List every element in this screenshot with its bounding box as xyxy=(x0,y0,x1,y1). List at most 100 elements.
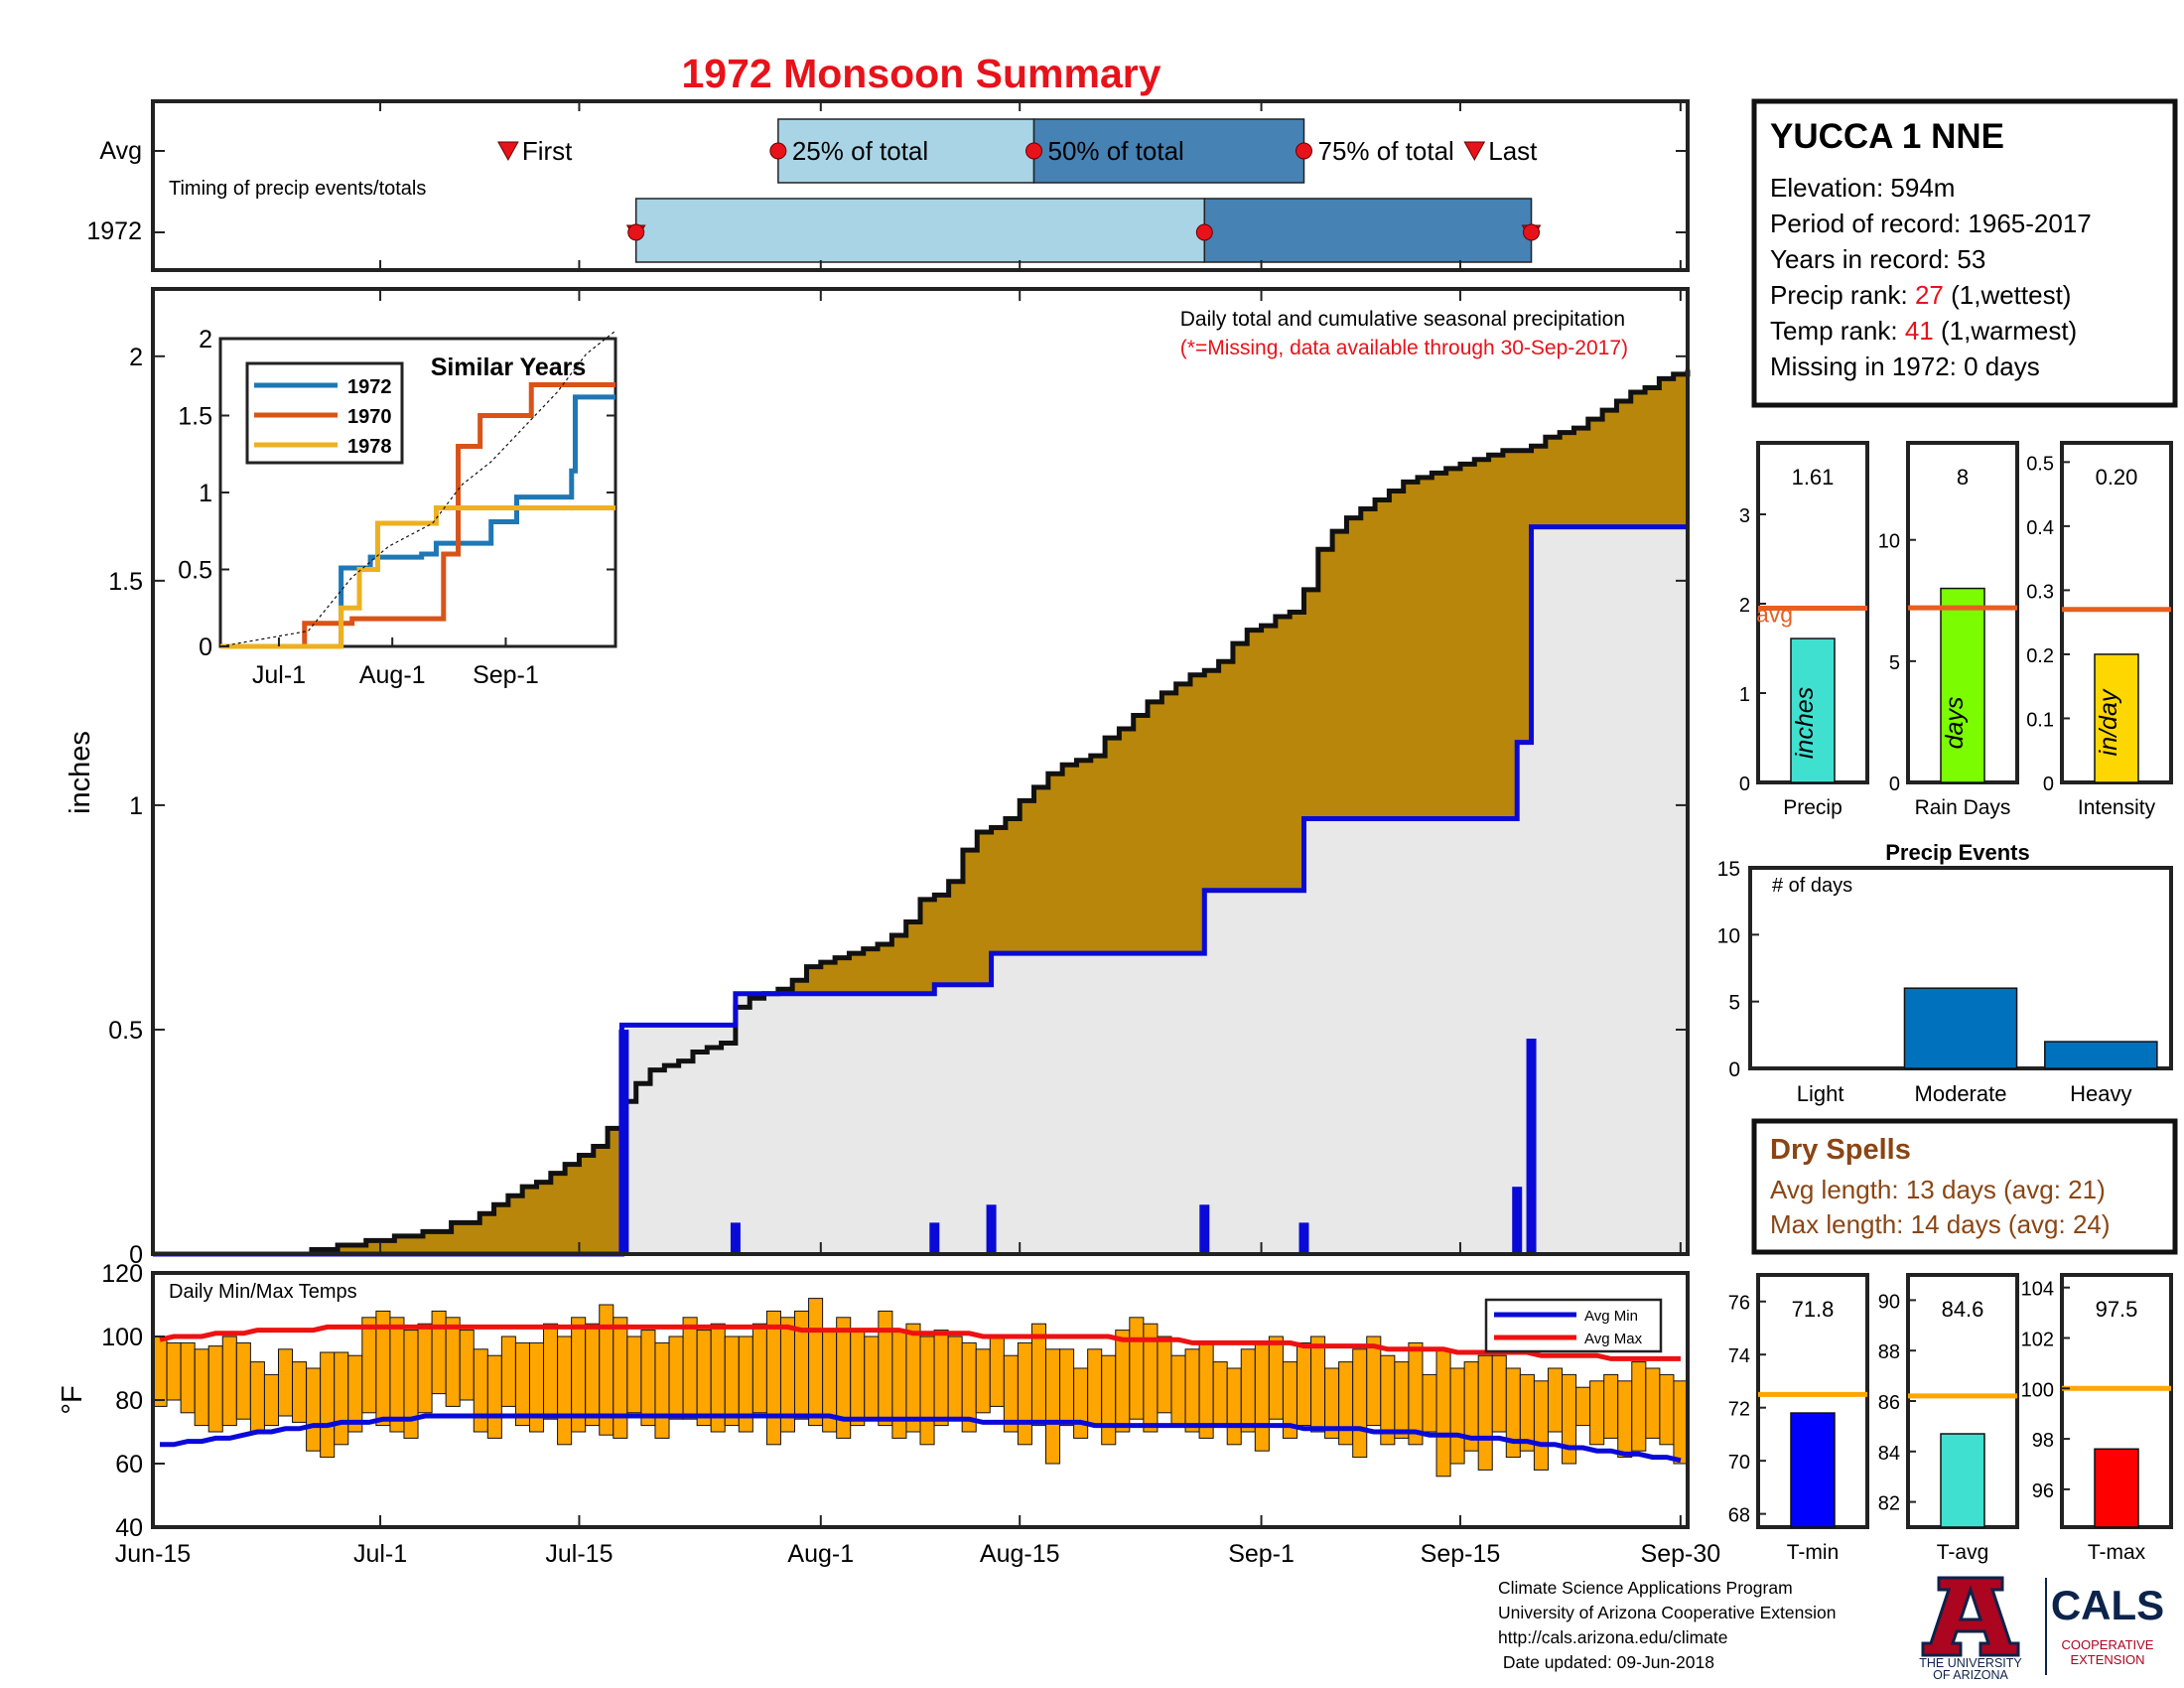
daily-temp-range-bar xyxy=(1044,1348,1061,1465)
daily-temp-range-bar xyxy=(613,1317,628,1439)
daily-temp-range-bar xyxy=(180,1341,196,1414)
avg-min-temp-line xyxy=(160,1413,1682,1464)
dry-spells-frame xyxy=(1751,1118,2178,1255)
dry-spells-title: Dry Spells xyxy=(1770,1134,1911,1166)
x-tick-label: Sep-15 xyxy=(1421,1540,1501,1568)
daily-temp-range-bar xyxy=(543,1323,559,1420)
university-of-arizona-logo[interactable]: THE UNIVERSITY OF ARIZONA xyxy=(1911,1572,2030,1681)
daily-temp-range-bar xyxy=(905,1323,921,1433)
main-axes: 0 0.5 1 1.5 2 xyxy=(108,289,1688,1269)
temp-rank-note: (1,warmest) xyxy=(1934,316,2077,346)
events-y-tick-label: 10 xyxy=(1717,924,1740,947)
tavg-tick-label: 88 xyxy=(1878,1341,1900,1363)
timing-avg-box-25-50 xyxy=(777,118,1035,184)
precip-rank-label: Precip rank: xyxy=(1770,280,1915,310)
inset-title: Similar Years xyxy=(431,353,587,381)
main-y-tick-label: 1 xyxy=(129,792,143,820)
dry-spells-box: Dry Spells Avg length: 13 days (avg: 21)… xyxy=(1751,1118,2178,1255)
x-tick-label: Jul-1 xyxy=(353,1540,407,1568)
intensity-tick-label: 0.2 xyxy=(2026,645,2054,667)
daily-temp-range-bar xyxy=(459,1330,475,1401)
dry-spells-max-length: Max length: 14 days (avg: 24) xyxy=(1770,1209,2111,1239)
station-name: YUCCA 1 NNE xyxy=(1770,117,2004,156)
daily-temp-range-bar xyxy=(528,1341,545,1433)
timing-avg-p50-marker xyxy=(1025,142,1043,160)
intensity-tick-label: 0.5 xyxy=(2026,453,2054,475)
daily-temp-range-bar xyxy=(696,1330,712,1427)
inset-x-tick-label: Aug-1 xyxy=(359,661,426,689)
intensity-tick-label: 0 xyxy=(2043,774,2054,795)
events-category-label: Heavy xyxy=(2070,1081,2131,1106)
daily-temp-range-bar xyxy=(1617,1380,1633,1459)
daily-precip-bar xyxy=(1199,1204,1210,1254)
daily-temp-range-bar xyxy=(1408,1341,1424,1446)
tmin-value-label: 71.8 xyxy=(1792,1297,1835,1322)
temp-y-tick-label: 100 xyxy=(101,1324,143,1351)
precip-unit-label: inches xyxy=(1791,687,1819,759)
timing-avg-p75-label: 75% of total xyxy=(1318,136,1454,166)
daily-temp-range-bar xyxy=(292,1361,308,1423)
daily-temp-range-bar xyxy=(431,1310,447,1395)
timing-avg-p75-marker xyxy=(1296,142,1312,160)
tmax-tick-label: 96 xyxy=(2032,1480,2054,1502)
station-missing: Missing in 1972: 0 days xyxy=(1770,352,2040,381)
daily-temp-range-bar xyxy=(486,1354,502,1439)
inset-legend: 1972 1970 1978 xyxy=(245,361,404,465)
temp-y-tick-label: 60 xyxy=(115,1451,143,1478)
daily-temp-range-bar xyxy=(1296,1341,1312,1427)
cals-cooperative-extension-logo[interactable]: CALS COOPERATIVE EXTENSION xyxy=(2042,1572,2166,1681)
footer-line-url[interactable]: http://cals.arizona.edu/climate xyxy=(1498,1627,1728,1647)
x-tick-label: Sep-1 xyxy=(1228,1540,1295,1568)
tmin-axis-label: T-min xyxy=(1787,1541,1840,1564)
precip-stats-panels: 1.61 inches avg 0 1 2 3 Precip 8 days 0 5 10 Rain Day… xyxy=(1739,441,2173,819)
daily-temp-range-bar xyxy=(1352,1348,1368,1459)
tmax-bar xyxy=(2094,1448,2139,1528)
daily-temp-range-bar xyxy=(403,1330,419,1439)
daily-temp-range-bar xyxy=(1394,1361,1410,1439)
daily-temp-range-bar xyxy=(1087,1348,1103,1427)
intensity-bar xyxy=(2094,653,2139,783)
daily-temp-range-bar xyxy=(654,1341,670,1439)
x-tick-label: Aug-1 xyxy=(787,1540,854,1568)
x-tick-label: Aug-15 xyxy=(980,1540,1060,1568)
events-category-label: Moderate xyxy=(1915,1081,2007,1106)
inset-legend-label-1970: 1970 xyxy=(347,406,392,428)
precip-axis-label: Precip xyxy=(1783,796,1843,819)
daily-temp-range-bar xyxy=(1030,1323,1046,1427)
daily-temp-range-bar xyxy=(1017,1341,1032,1446)
inset-line-1970 xyxy=(220,382,615,649)
precip-tick-label: 3 xyxy=(1739,505,1750,527)
intensity-axis-label: Intensity xyxy=(2078,796,2156,819)
daily-temp-range-bar xyxy=(207,1345,223,1433)
daily-temp-range-bar xyxy=(361,1317,377,1414)
station-elevation: Elevation: 594m xyxy=(1770,173,1955,203)
daily-temp-range-bar xyxy=(1115,1330,1131,1433)
ua-a-mark xyxy=(1921,1576,2020,1657)
precip-tick-label: 1 xyxy=(1739,684,1750,706)
cals-coop-line1: COOPERATIVE xyxy=(2062,1637,2154,1652)
tmax-tick-label: 104 xyxy=(2021,1279,2054,1301)
temp-y-tick-label: 120 xyxy=(101,1260,143,1288)
tavg-tick-label: 84 xyxy=(1878,1443,1900,1465)
daily-temp-range-bar xyxy=(277,1348,294,1417)
footer-line-program: Climate Science Applications Program xyxy=(1498,1578,1793,1598)
intensity-tick-label: 0.3 xyxy=(2026,581,2054,603)
figure-title: 1972 Monsoon Summary xyxy=(681,51,1160,96)
ua-name-line1: THE UNIVERSITY xyxy=(1919,1656,2022,1670)
tavg-value-label: 84.6 xyxy=(1942,1297,1984,1322)
daily-temp-range-bar xyxy=(1575,1386,1591,1427)
timing-year-box-25-50 xyxy=(634,198,1206,263)
daily-temp-range-bar xyxy=(1268,1336,1284,1420)
tavg-tick-label: 90 xyxy=(1878,1291,1900,1313)
temp-content xyxy=(152,1298,1689,1477)
ua-name-line2: OF ARIZONA xyxy=(1933,1668,2008,1681)
tavg-panel: 84.6 82 84 86 88 90 T-avg xyxy=(1878,1273,2019,1564)
footer-line-date: Date updated: 09-Jun-2018 xyxy=(1498,1652,1714,1672)
cumulative-line-1972 xyxy=(309,369,1691,1252)
inset-y-tick-label: 0 xyxy=(199,633,212,661)
timing-content: First Last 25% of total 50% of total 75% of … xyxy=(152,101,1688,270)
main-note: Daily total and cumulative seasonal prec… xyxy=(1180,308,1625,331)
daily-temp-range-bar xyxy=(724,1336,740,1427)
timing-year-p50-marker xyxy=(1195,223,1213,241)
daily-temp-range-bar xyxy=(626,1336,642,1414)
